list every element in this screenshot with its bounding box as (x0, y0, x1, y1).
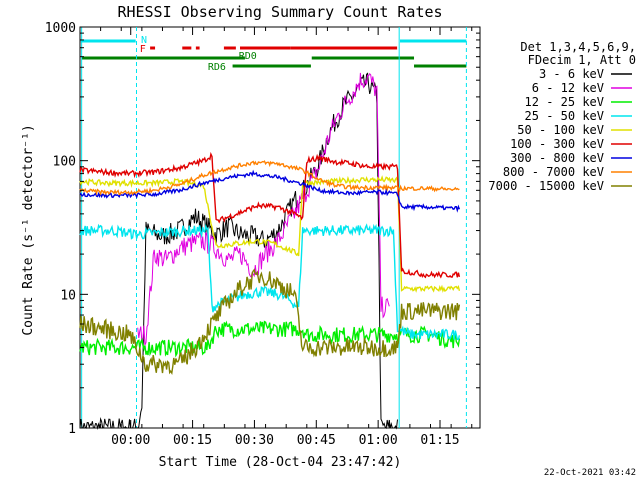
series-lines (79, 72, 461, 430)
y-tick-label: 1 (68, 422, 76, 437)
chart-title: RHESSI Observing Summary Count Rates (117, 3, 442, 21)
x-tick-label: 00:00 (111, 433, 150, 448)
legend-header: FDecim 1, Att 0 (528, 53, 636, 67)
night-flag-label: N (141, 35, 147, 46)
flare-flag-label: F (140, 44, 146, 55)
plot-frame (79, 26, 481, 429)
y-axis-label: Count Rate (s⁻¹ detector⁻¹) (21, 124, 36, 335)
axes: 1 10 100 1000 00:00 00:15 00:30 00:45 01:00 01:15 (45, 21, 480, 448)
series-line (79, 169, 461, 213)
x-tick-label: 00:30 (235, 433, 274, 448)
series-line (79, 320, 461, 358)
series-line (79, 151, 461, 279)
x-tick-label: 00:15 (173, 433, 212, 448)
legend-entry-label: 800 - 7000 keV (503, 165, 604, 179)
x-tick-label: 00:45 (297, 433, 336, 448)
series-line (79, 160, 460, 196)
y-tick-label: 10 (60, 288, 76, 303)
x-tick-label: 01:00 (359, 433, 398, 448)
series-line (79, 175, 461, 293)
legend-entry-label: 6 - 12 keV (532, 81, 604, 95)
legend-entry-label: 300 - 800 keV (510, 151, 604, 165)
series-line (79, 223, 461, 341)
legend-entry-label: 25 - 50 keV (525, 109, 604, 123)
legend-entry-label: 100 - 300 keV (510, 137, 604, 151)
legend: Det 1,3,4,5,6,9,FDecim 1, Att 03 - 6 keV… (488, 40, 636, 193)
y-tick-label: 1000 (45, 21, 76, 36)
plot-border (79, 26, 481, 429)
series-line (79, 268, 461, 376)
legend-entry-label: 7000 - 15000 keV (488, 179, 604, 193)
timestamp: 22-Oct-2021 03:42 (544, 468, 636, 478)
legend-entry-label: 3 - 6 keV (539, 67, 604, 81)
legend-header: Det 1,3,4,5,6,9, (520, 40, 636, 54)
x-axis-label: Start Time (28-Oct-04 23:47:42) (159, 455, 402, 470)
legend-entry-label: 12 - 25 keV (525, 95, 604, 109)
flag-bars: NF RD0 RD6 (80, 35, 467, 73)
x-tick-label: 01:15 (420, 433, 459, 448)
rd0-flag-label: RD0 (239, 51, 257, 62)
rd6-flag-label: RD6 (208, 62, 226, 73)
legend-entry-label: 50 - 100 keV (517, 123, 604, 137)
y-tick-label: 100 (53, 155, 76, 170)
series-line (137, 72, 390, 346)
